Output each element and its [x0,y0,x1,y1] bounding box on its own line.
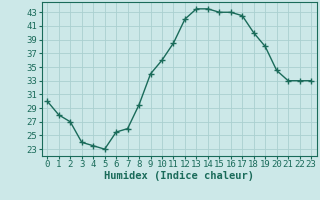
X-axis label: Humidex (Indice chaleur): Humidex (Indice chaleur) [104,171,254,181]
